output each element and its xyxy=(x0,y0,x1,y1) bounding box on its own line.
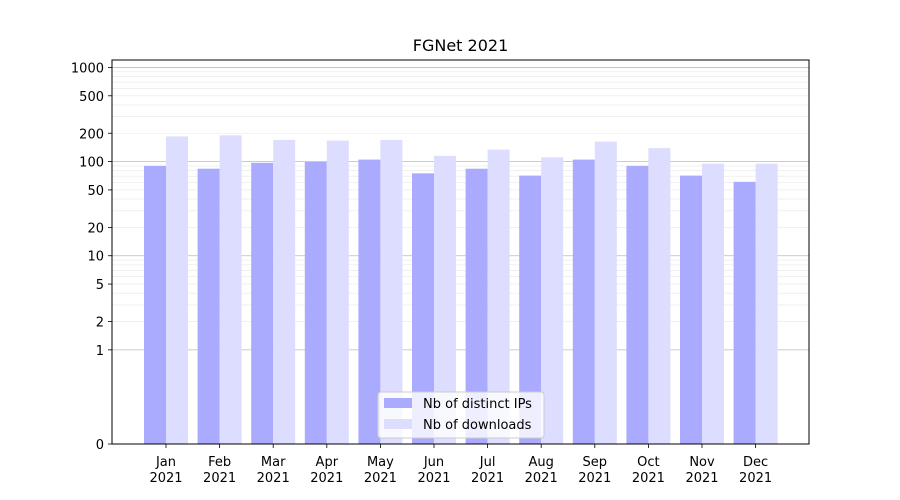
bar-downloads-jan xyxy=(166,136,188,444)
x-tick-label-year: 2021 xyxy=(364,471,397,486)
bar-downloads-feb xyxy=(219,135,242,444)
bar-distinct-ips-sep xyxy=(572,159,595,444)
bar-downloads-dec xyxy=(755,163,778,444)
x-tick-label-month: Jan xyxy=(155,455,176,470)
y-tick-label: 1000 xyxy=(71,61,104,76)
y-axis: 0 1 2 5 10 20 50 100 200 500 1000 xyxy=(71,61,112,453)
legend-box xyxy=(377,391,545,439)
bar-downloads-nov xyxy=(702,163,724,444)
y-tick-label: 2 xyxy=(96,316,104,331)
bar-downloads-apr xyxy=(326,140,349,444)
x-tick-label-month: Sep xyxy=(583,455,608,470)
bar-distinct-ips-mar xyxy=(251,162,274,445)
bar-downloads-aug xyxy=(541,157,564,444)
y-tick-label: 1 xyxy=(96,344,104,359)
x-tick-label-year: 2021 xyxy=(149,471,182,486)
x-tick-label-year: 2021 xyxy=(257,471,290,486)
x-tick-label-month: Aug xyxy=(529,455,554,470)
bar-distinct-ips-jun xyxy=(412,173,434,444)
x-tick-label-year: 2021 xyxy=(685,471,718,486)
y-tick-label: 5 xyxy=(96,278,104,293)
bar-downloads-oct xyxy=(648,148,671,444)
bar-downloads-sep xyxy=(594,141,617,444)
bar-downloads-jun xyxy=(434,155,456,444)
bar-distinct-ips-jan xyxy=(144,165,166,445)
legend-swatch xyxy=(384,419,412,429)
x-tick-label-year: 2021 xyxy=(525,471,558,486)
y-tick-label: 500 xyxy=(79,90,104,105)
y-tick-label: 100 xyxy=(79,156,104,171)
y-tick-label: 0 xyxy=(96,438,104,453)
y-tick-label: 50 xyxy=(87,184,104,199)
x-tick-label-month: Nov xyxy=(689,455,715,470)
x-tick-label-month: Oct xyxy=(637,455,659,470)
bar-downloads-mar xyxy=(273,139,296,444)
x-tick-label-year: 2021 xyxy=(471,471,504,486)
x-tick-label-year: 2021 xyxy=(578,471,611,486)
bar-downloads-jul xyxy=(487,149,510,444)
x-tick-label-month: Jul xyxy=(479,455,496,470)
x-tick-label-month: Jun xyxy=(423,455,444,470)
bar-distinct-ips-feb xyxy=(197,168,220,444)
bar-distinct-ips-nov xyxy=(680,175,702,444)
x-axis: Jan2021Feb2021Mar2021Apr2021May2021Jun20… xyxy=(149,444,772,486)
bar-distinct-ips-oct xyxy=(626,165,649,445)
legend-label: Nb of downloads xyxy=(423,418,532,433)
x-tick-label-year: 2021 xyxy=(417,471,450,486)
legend-label: Nb of distinct IPs xyxy=(423,397,532,412)
x-tick-label-month: May xyxy=(367,455,394,470)
x-tick-label-year: 2021 xyxy=(632,471,665,486)
x-tick-label-month: Apr xyxy=(316,455,339,470)
y-tick-label: 20 xyxy=(87,221,104,236)
chart-title: FGNet 2021 xyxy=(413,36,509,55)
bar-distinct-ips-may xyxy=(358,159,381,444)
plot-frame xyxy=(111,59,810,445)
x-tick-label-year: 2021 xyxy=(739,471,772,486)
bar-distinct-ips-aug xyxy=(519,175,542,444)
x-tick-label-month: Feb xyxy=(208,455,231,470)
bar-distinct-ips-apr xyxy=(304,162,327,444)
legend-swatch xyxy=(384,398,412,408)
bars xyxy=(144,135,778,445)
bar-distinct-ips-dec xyxy=(733,181,756,444)
y-tick-label: 10 xyxy=(87,250,104,265)
x-tick-label-year: 2021 xyxy=(203,471,236,486)
bar-distinct-ips-jul xyxy=(465,168,488,444)
bar-downloads-may xyxy=(380,139,403,444)
y-tick-label: 200 xyxy=(79,127,104,142)
x-tick-label-year: 2021 xyxy=(310,471,343,486)
x-tick-label-month: Mar xyxy=(261,455,286,470)
x-tick-label-month: Dec xyxy=(743,455,768,470)
legend: Nb of distinct IPs Nb of downloads xyxy=(377,391,545,439)
